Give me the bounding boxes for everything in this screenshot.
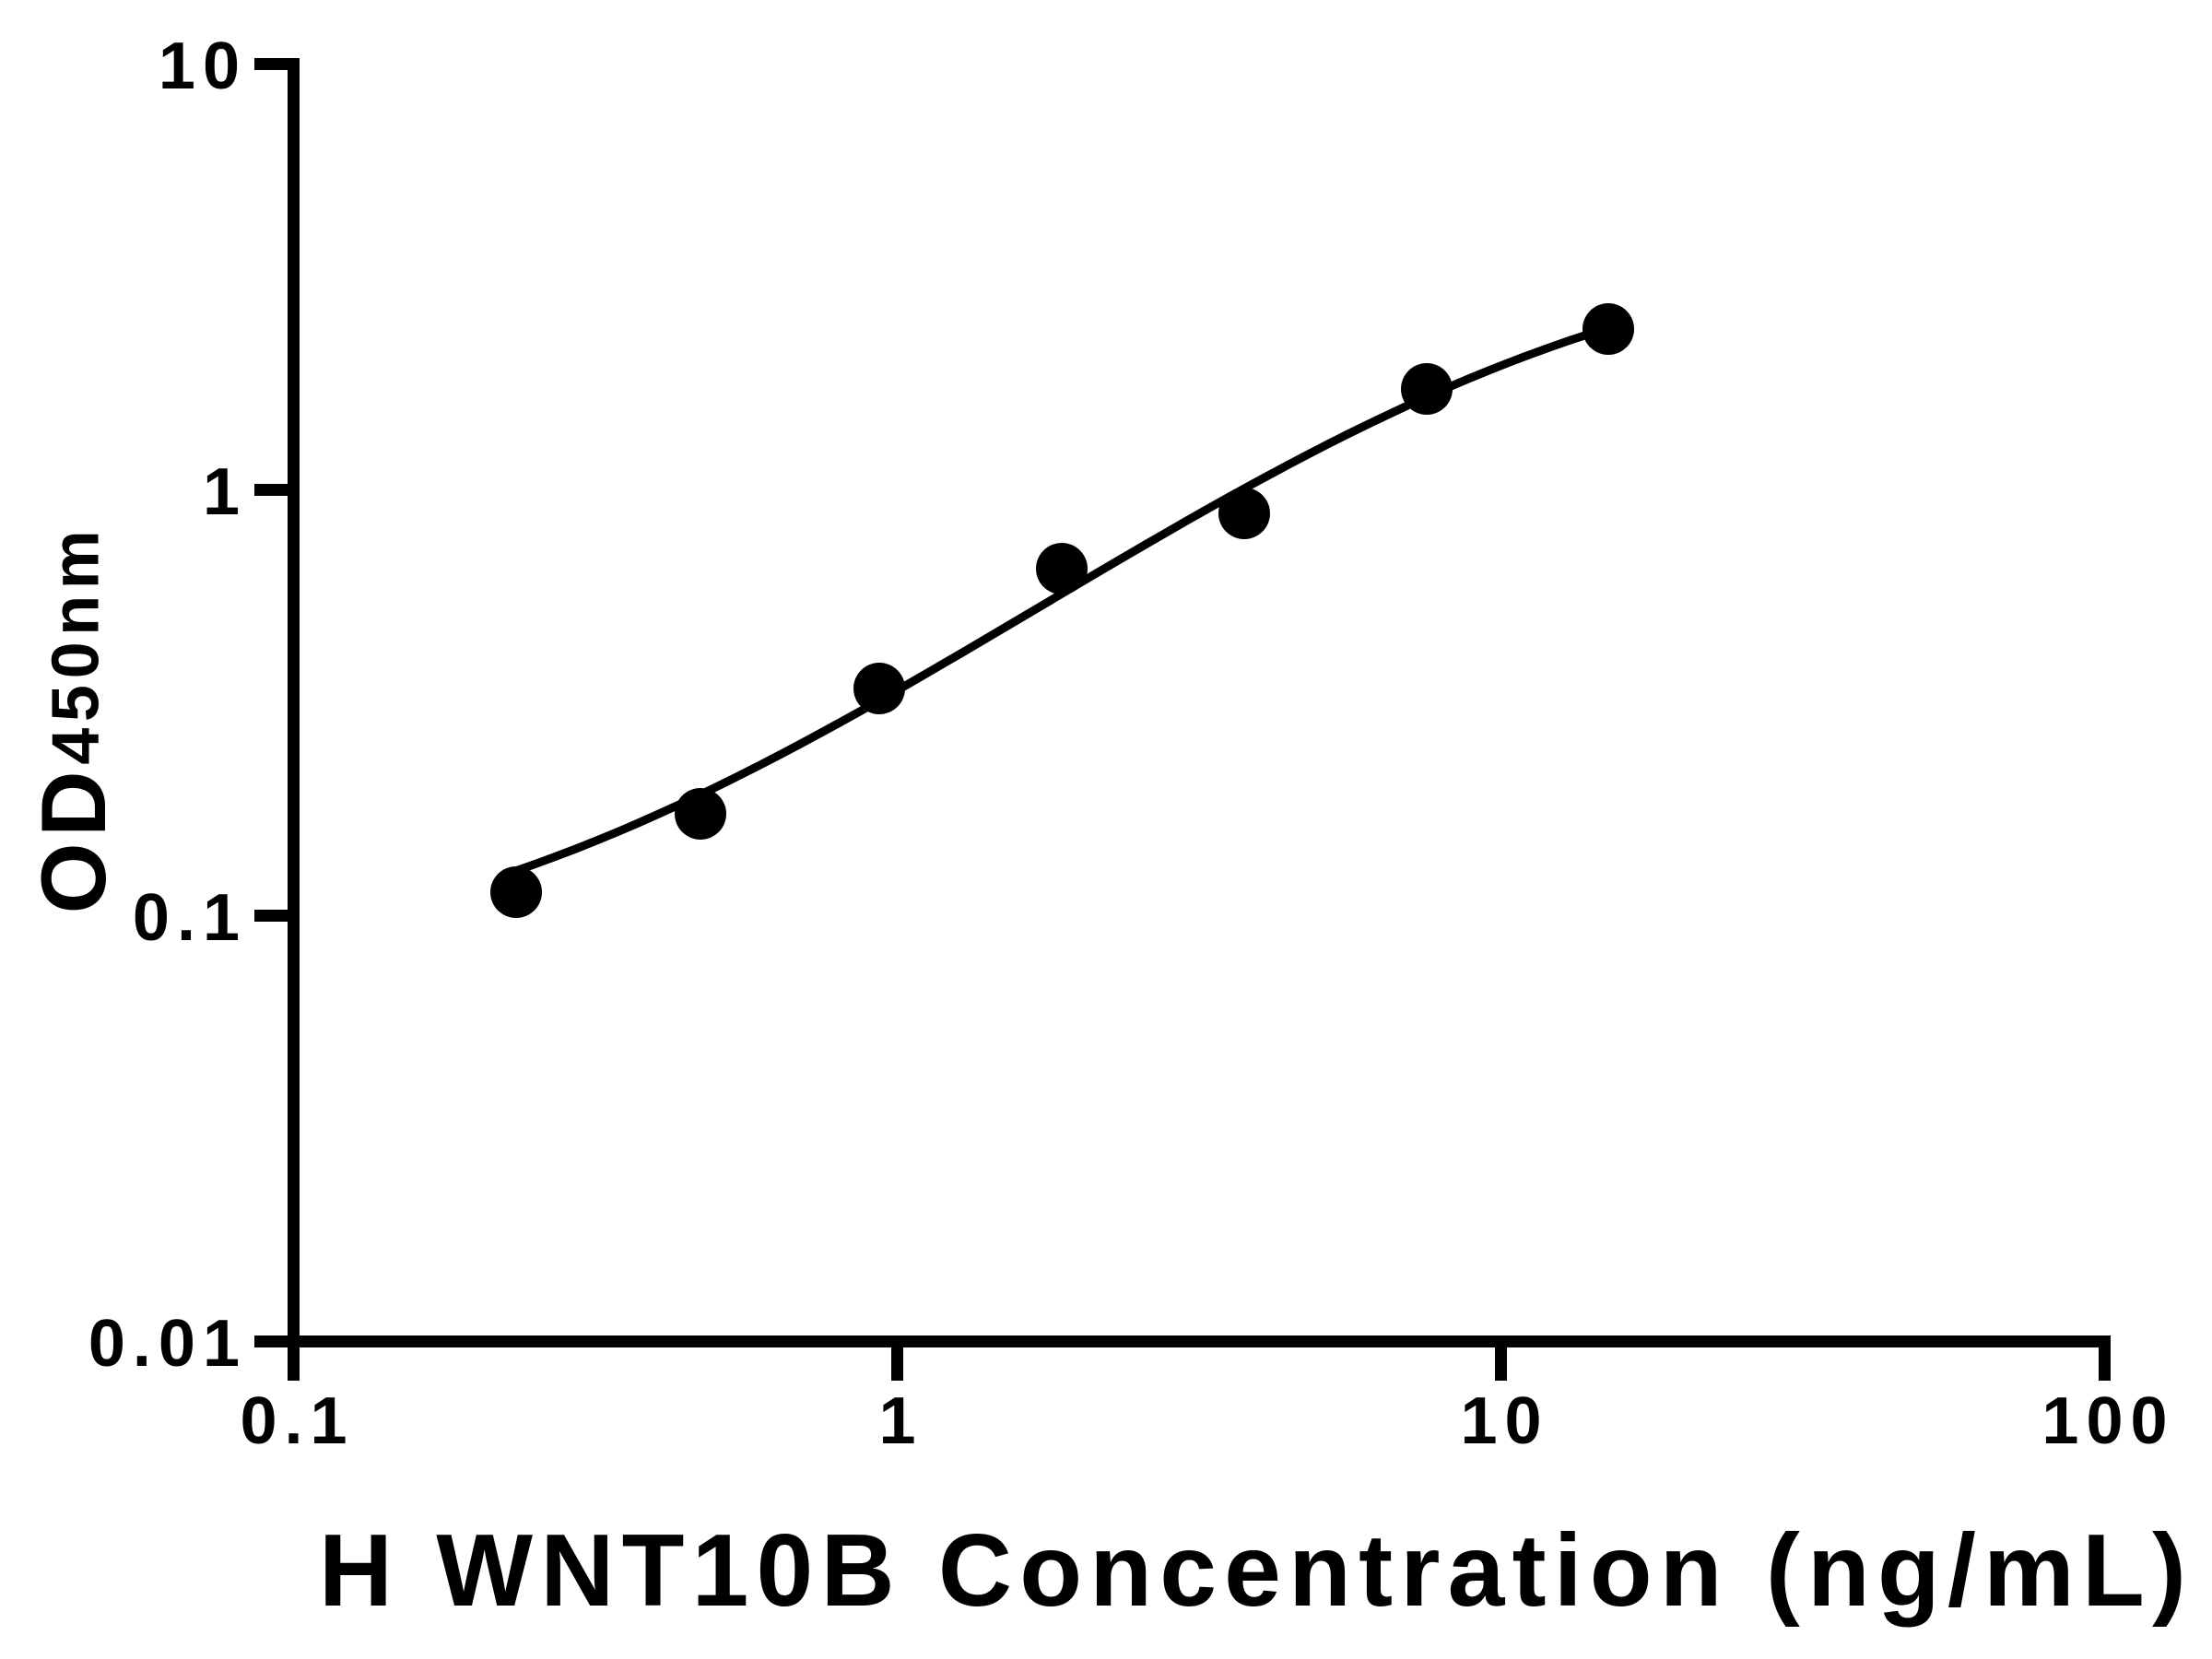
svg-text:10: 10 xyxy=(1460,1384,1548,1458)
svg-text:0.01: 0.01 xyxy=(88,1307,247,1381)
svg-text:OD450nm: OD450nm xyxy=(22,524,124,914)
svg-text:0.1: 0.1 xyxy=(133,881,247,955)
svg-text:1: 1 xyxy=(878,1384,923,1458)
svg-text:1: 1 xyxy=(203,455,247,529)
svg-text:H WNT10B Concentration (ng/mL): H WNT10B Concentration (ng/mL) xyxy=(319,1513,2194,1628)
svg-text:10: 10 xyxy=(159,29,247,103)
svg-text:100: 100 xyxy=(2041,1384,2174,1458)
svg-text:0.1: 0.1 xyxy=(240,1384,354,1458)
